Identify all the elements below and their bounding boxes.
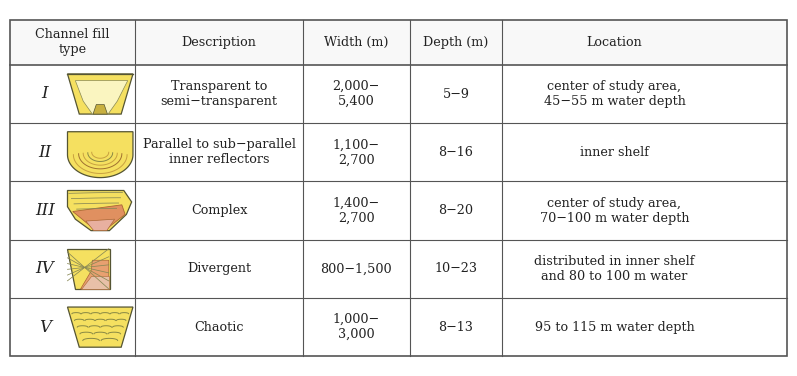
Bar: [10, 20, 787, 356]
Polygon shape: [68, 249, 110, 289]
Text: Transparent to
semi−transparent: Transparent to semi−transparent: [161, 80, 277, 108]
Polygon shape: [73, 205, 125, 229]
Text: 8−20: 8−20: [438, 204, 473, 217]
Text: Location: Location: [587, 36, 642, 49]
Polygon shape: [68, 307, 133, 347]
Text: Width (m): Width (m): [324, 36, 388, 49]
Text: II: II: [38, 144, 52, 161]
Polygon shape: [76, 80, 128, 114]
Text: 95 to 115 m water depth: 95 to 115 m water depth: [535, 321, 694, 334]
Text: distributed in inner shelf
and 80 to 100 m water: distributed in inner shelf and 80 to 100…: [534, 255, 695, 283]
Text: Channel fill
type: Channel fill type: [35, 28, 110, 56]
Text: 8−16: 8−16: [438, 146, 473, 159]
Text: Divergent: Divergent: [187, 262, 251, 275]
Polygon shape: [86, 219, 115, 230]
Text: Parallel to sub−parallel
inner reflectors: Parallel to sub−parallel inner reflector…: [143, 138, 296, 166]
Text: inner shelf: inner shelf: [580, 146, 649, 159]
Bar: [10, 20, 787, 65]
Text: III: III: [35, 202, 55, 219]
Text: 2,000−
5,400: 2,000− 5,400: [332, 80, 380, 108]
Text: V: V: [39, 318, 51, 336]
Text: 5−9: 5−9: [442, 88, 469, 100]
Text: Complex: Complex: [191, 204, 247, 217]
Polygon shape: [68, 132, 133, 177]
Text: 8−13: 8−13: [438, 321, 473, 334]
Polygon shape: [80, 276, 108, 289]
Text: 1,100−
2,700: 1,100− 2,700: [333, 138, 379, 166]
Text: 10−23: 10−23: [434, 262, 477, 275]
Text: center of study area,
45−55 m water depth: center of study area, 45−55 m water dept…: [544, 80, 685, 108]
Text: center of study area,
70−100 m water depth: center of study area, 70−100 m water dep…: [540, 197, 689, 224]
Text: 1,000−
3,000: 1,000− 3,000: [332, 313, 380, 341]
Text: 1,400−
2,700: 1,400− 2,700: [332, 197, 380, 224]
Text: Chaotic: Chaotic: [194, 321, 244, 334]
Text: I: I: [41, 85, 48, 103]
Polygon shape: [68, 191, 132, 230]
Text: IV: IV: [36, 260, 54, 277]
Polygon shape: [80, 260, 108, 289]
Text: Depth (m): Depth (m): [423, 36, 489, 49]
Polygon shape: [68, 74, 133, 114]
Text: Description: Description: [182, 36, 257, 49]
Polygon shape: [93, 105, 108, 114]
Text: 800−1,500: 800−1,500: [320, 262, 392, 275]
